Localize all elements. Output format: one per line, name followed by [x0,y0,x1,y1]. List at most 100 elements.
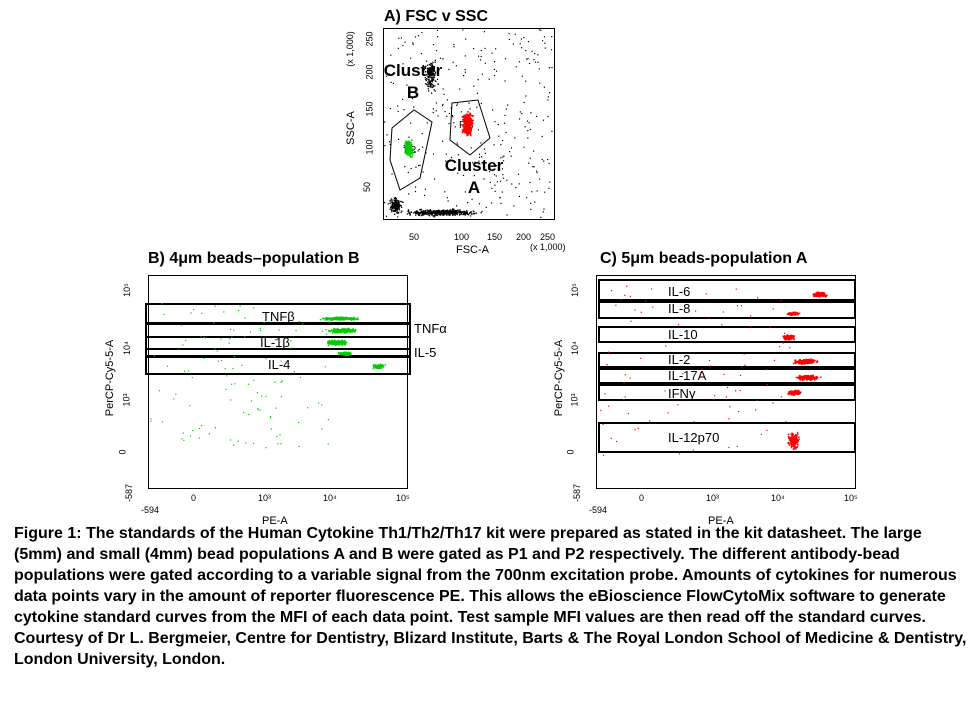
panel-c-event-dot [815,378,817,380]
panel-a-event-dot [441,210,443,212]
panel-b-event-dot [349,352,351,354]
panel-b-event-dot [333,341,335,343]
panel-a-event-dot [464,71,466,73]
label-il12p70: IL-12p70 [668,430,720,445]
panel-a-event-dot [434,61,436,63]
panel-a-event-dot [466,211,468,214]
panel-a-event-dot [454,214,456,216]
panel-b-event-dot [201,312,203,314]
panel-a-event-dot [410,122,412,124]
panel-b-event-dot [253,307,255,309]
panel-b-event-dot [348,330,351,332]
panel-b-event-dot [259,409,261,411]
panel-a-event-dot [509,151,511,153]
panel-a-event-dot [457,144,459,146]
panel-c-event-dot [750,326,752,328]
panel-a-event-dot [431,71,433,74]
panel-a-event-dot [409,213,411,215]
panel-a-event-dot [395,201,398,204]
panel-a-event-dot [481,73,483,75]
panel-b-event-dot [334,341,336,344]
panel-c-event-dot [797,389,800,392]
panel-c-event-dot [803,376,806,378]
panel-a-event-dot [427,67,429,70]
panel-c-event-dot [783,335,786,337]
panel-b-event-dot [150,418,152,420]
panel-c-event-dot [813,377,816,380]
panel-a-event-dot [463,210,465,212]
panel-c-event-dot [736,445,738,447]
panel-c-event-dot [791,432,793,435]
panel-b-event-dot [344,353,347,355]
p2-event-dot [410,148,412,151]
panel-b-event-dot [349,329,352,331]
p1-event-dot [467,134,469,136]
panel-c-event-dot [808,361,810,363]
gate-il6 [598,279,856,301]
panel-a-event-dot [392,203,394,205]
panel-b-event-dot [334,316,337,319]
panel-b-event-dot [188,370,190,372]
panel-a-event-dot [433,74,435,76]
panel-b-event-dot [226,375,228,377]
panel-c-event-dot [788,393,790,396]
panel-b-event-dot [338,330,340,333]
panel-c-event-dot [634,309,636,311]
p2-event-dot [404,145,407,148]
panel-b-event-dot [248,383,250,385]
panel-a-event-dot [466,210,468,212]
panel-c-event-dot [799,361,802,364]
panel-b-event-dot [225,388,227,390]
panel-c-event-dot [793,392,796,395]
panel-b-event-dot [354,329,357,331]
panel-c-event-dot [810,378,812,381]
panel-a-event-dot [431,74,433,77]
panel-a-event-dot [449,210,451,212]
panel-b-event-dot [353,329,355,332]
panel-a-event-dot [445,153,447,155]
panel-a-event-dot [433,210,436,212]
panel-c-event-dot [626,285,628,287]
panel-a-event-dot [519,43,521,45]
p2-event-dot [411,155,413,158]
panel-a-xlabel: FSC-A [456,244,489,256]
label-il10: IL-10 [668,327,698,342]
panel-a-event-dot [534,201,536,203]
panel-c-event-dot [788,442,790,445]
panel-a-event-dot [443,212,445,214]
panel-a-event-dot [495,175,497,177]
panel-b-event-dot [161,303,163,305]
panel-a-event-dot [424,76,426,79]
panel-a-event-dot [429,209,431,211]
panel-a-event-dot [431,76,433,78]
panel-a-event-dot [391,201,393,203]
panel-a-event-dot [427,90,430,92]
panel-a-event-dot [530,112,532,114]
panel-c-event-dot [645,300,647,302]
p2-event-dot [405,148,408,151]
panel-c-event-dot [739,389,741,392]
panel-b-event-dot [298,320,300,323]
panel-a-event-dot [384,202,386,204]
panel-a-event-dot [390,54,392,56]
panel-b-event-dot [324,319,327,321]
panel-a-event-dot [446,210,449,212]
panel-a-event-dot [439,210,441,212]
panel-a-event-dot [388,141,391,143]
panel-a-event-dot [431,212,433,215]
panel-a-event-dot [431,79,433,81]
panel-c-event-dot [792,335,795,337]
panel-c-event-dot [728,418,730,420]
panel-a-event-dot [456,212,458,214]
panel-a-event-dot [384,121,386,123]
panel-a-event-dot [448,122,450,125]
panel-a-event-dot [478,156,481,158]
panel-c-event-dot [795,391,797,393]
panel-a-event-dot [428,75,430,78]
p2-event-dot [410,149,412,152]
panel-a-event-dot [423,194,426,197]
panel-c-event-dot [708,359,711,362]
panel-a-event-dot [429,75,431,77]
panel-c-event-dot [816,291,819,294]
panel-a-event-dot [448,214,450,216]
